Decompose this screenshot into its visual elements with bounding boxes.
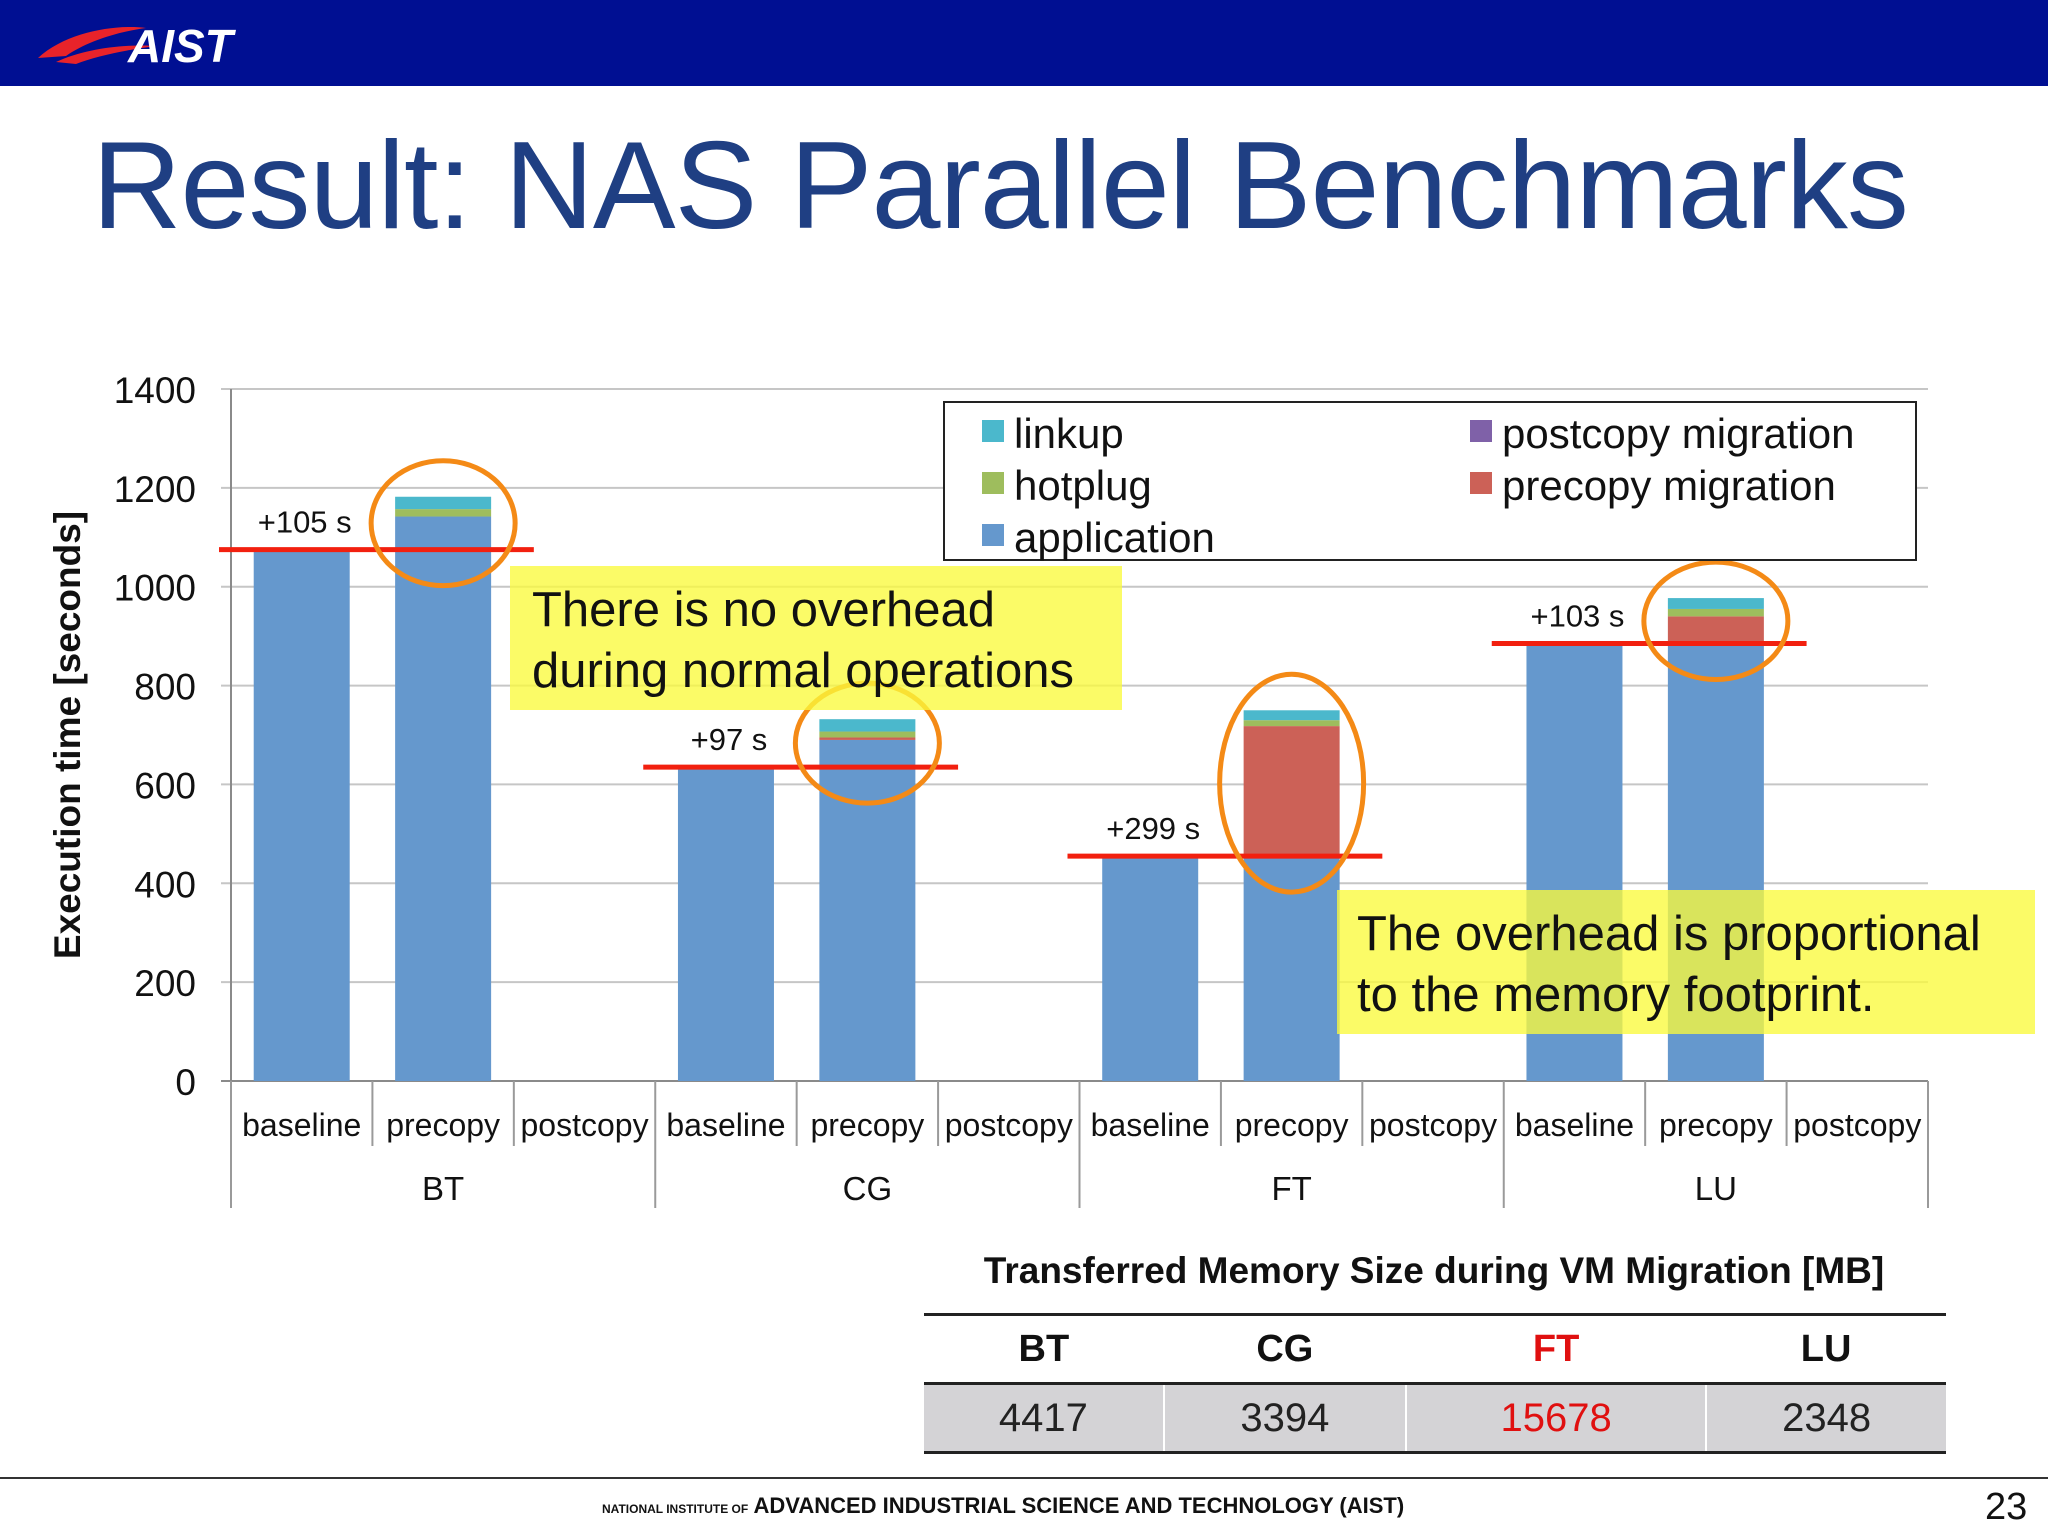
sub-category-label: baseline bbox=[242, 1107, 361, 1143]
legend-swatch bbox=[982, 419, 1004, 442]
table-row: 4417 3394 15678 2348 bbox=[924, 1383, 1946, 1454]
page-number: 23 bbox=[1985, 1486, 2028, 1528]
bar-segment bbox=[819, 719, 916, 732]
sub-category-label: postcopy bbox=[1793, 1107, 1921, 1143]
y-tick-label: 0 bbox=[175, 1062, 196, 1103]
y-tick-label: 400 bbox=[134, 864, 196, 905]
legend-swatch bbox=[982, 471, 1004, 494]
sub-category-label: postcopy bbox=[521, 1107, 649, 1143]
table-cell: 3394 bbox=[1162, 1383, 1406, 1454]
group-label: BT bbox=[422, 1170, 464, 1207]
bar-segment bbox=[677, 767, 774, 1081]
legend-item-hotplug: hotplug bbox=[982, 461, 1152, 511]
bar-segment bbox=[1243, 726, 1340, 858]
no-overhead-annotation: There is no overhead during normal opera… bbox=[510, 566, 1122, 710]
y-tick-label: 600 bbox=[134, 765, 196, 806]
group-label: CG bbox=[843, 1170, 893, 1207]
bar-segment bbox=[253, 549, 350, 1081]
overhead-label: +299 s bbox=[1106, 811, 1200, 846]
y-tick-label: 1200 bbox=[114, 469, 196, 510]
annotation-line: The overhead is proportional bbox=[1357, 907, 1981, 961]
footer-prefix: NATIONAL INSTITUTE OF bbox=[602, 1502, 749, 1516]
table-cell: 4417 bbox=[924, 1383, 1164, 1454]
footer-text: NATIONAL INSTITUTE OF ADVANCED INDUSTRIA… bbox=[602, 1493, 1404, 1519]
y-tick-label: 1400 bbox=[114, 370, 196, 411]
legend-swatch bbox=[1470, 471, 1492, 494]
y-tick-label: 800 bbox=[134, 667, 196, 708]
sub-category-label: precopy bbox=[1659, 1107, 1773, 1143]
y-tick-label: 200 bbox=[134, 963, 196, 1004]
bar-segment bbox=[395, 516, 492, 1081]
legend-swatch bbox=[982, 523, 1004, 546]
table-cell: 2348 bbox=[1705, 1383, 1946, 1454]
annotation-line: during normal operations bbox=[532, 644, 1075, 698]
aist-logo: AIST bbox=[38, 20, 237, 72]
chart-legend: linkup hotplug application postcopy migr… bbox=[943, 401, 1917, 561]
overhead-label: +97 s bbox=[691, 722, 768, 757]
group-label: LU bbox=[1695, 1170, 1737, 1207]
table-cell: 15678 bbox=[1404, 1383, 1707, 1454]
table-header: CG bbox=[1163, 1313, 1406, 1385]
highlight-ellipse bbox=[1217, 671, 1367, 895]
table-header: BT bbox=[924, 1313, 1164, 1385]
y-tick-label: 1000 bbox=[114, 568, 196, 609]
memory-table-title: Transferred Memory Size during VM Migrat… bbox=[983, 1250, 1885, 1291]
group-label: FT bbox=[1271, 1170, 1311, 1207]
table-header-row: BT CG FT LU bbox=[924, 1313, 1946, 1385]
sub-category-label: precopy bbox=[810, 1107, 924, 1143]
footer-divider bbox=[0, 1477, 2048, 1479]
legend-swatch bbox=[1470, 419, 1492, 442]
bar-segment bbox=[819, 731, 916, 738]
bar-segment bbox=[1243, 710, 1340, 721]
bar-segment bbox=[395, 496, 492, 510]
highlight-ellipse bbox=[1641, 559, 1791, 683]
annotation-line: There is no overhead bbox=[532, 583, 996, 637]
bar-segment bbox=[819, 737, 916, 740]
table-header: LU bbox=[1706, 1313, 1946, 1385]
slide-title: Result: NAS Parallel Benchmarks bbox=[92, 117, 1909, 255]
y-axis-label: Execution time [seconds] bbox=[47, 511, 88, 959]
sub-category-label: postcopy bbox=[945, 1107, 1073, 1143]
sub-category-label: postcopy bbox=[1369, 1107, 1497, 1143]
svg-text:AIST: AIST bbox=[127, 20, 237, 72]
bar-segment bbox=[1102, 856, 1199, 1081]
legend-item-application: application bbox=[982, 513, 1215, 563]
annotation-line: to the memory footprint. bbox=[1357, 968, 1875, 1022]
top-banner: AIST bbox=[0, 0, 2048, 86]
bar-segment bbox=[819, 739, 916, 1081]
bar-segment bbox=[1667, 616, 1764, 642]
overhead-label: +105 s bbox=[258, 505, 352, 540]
footer-institute: ADVANCED INDUSTRIAL SCIENCE AND TECHNOLO… bbox=[753, 1493, 1405, 1518]
memory-table: BT CG FT LU 4417 3394 15678 2348 bbox=[924, 1313, 1946, 1454]
sub-category-label: baseline bbox=[666, 1107, 785, 1143]
overhead-label: +103 s bbox=[1530, 599, 1624, 634]
bar-segment bbox=[1243, 720, 1340, 727]
highlight-ellipse bbox=[368, 458, 518, 589]
legend-item-postcopy: postcopy migration bbox=[1470, 409, 1855, 459]
bar-segment bbox=[1667, 598, 1764, 609]
table-header: FT bbox=[1405, 1313, 1707, 1385]
legend-item-linkup: linkup bbox=[982, 409, 1124, 459]
proportional-annotation: The overhead is proportional to the memo… bbox=[1337, 890, 2035, 1034]
sub-category-label: baseline bbox=[1515, 1107, 1634, 1143]
sub-category-label: baseline bbox=[1091, 1107, 1210, 1143]
sub-category-label: precopy bbox=[386, 1107, 500, 1143]
bar-segment bbox=[395, 509, 492, 517]
bar-segment bbox=[1667, 608, 1764, 617]
legend-item-precopy: precopy migration bbox=[1470, 461, 1836, 511]
sub-category-label: precopy bbox=[1235, 1107, 1349, 1143]
